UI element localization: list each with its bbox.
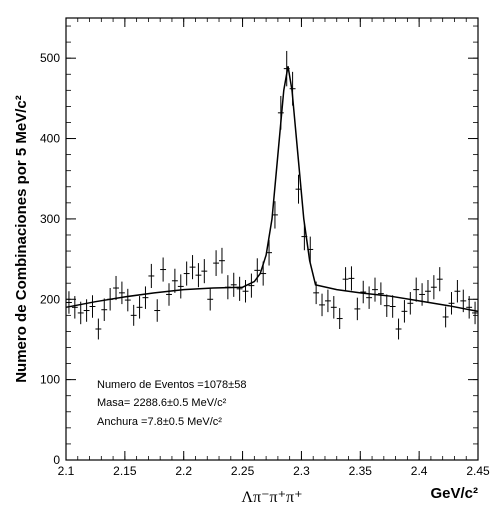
data-point (319, 293, 325, 317)
data-point (466, 296, 473, 319)
data-point (401, 300, 408, 323)
data-point (395, 318, 402, 340)
data-point (113, 275, 119, 301)
y-axis-title: Numero de Combinaciones por 5 MeV/c² (13, 95, 30, 383)
data-point (342, 267, 349, 292)
data-point (372, 277, 378, 302)
data-point (413, 277, 420, 302)
data-point (219, 247, 225, 274)
data-point (360, 280, 367, 304)
x-tick-label: 2.15 (113, 464, 137, 478)
data-point (195, 263, 202, 288)
x-tick-label: 2.4 (411, 464, 428, 478)
x-tick-label: 2.35 (349, 464, 373, 478)
data-point (136, 296, 143, 319)
x-tick-label: 2.3 (293, 464, 310, 478)
axis-ticks (65, 18, 479, 461)
axis-tick-labels: 2.1 2.15 2.2 2.25 2.3 2.35 2.4 2.45 0 100 200 300 40… (40, 51, 490, 478)
data-point (366, 286, 373, 309)
data-point (148, 263, 155, 289)
data-point (166, 283, 172, 306)
data-point (472, 301, 478, 325)
x-tick-label: 2.1 (58, 464, 75, 478)
data-point (183, 261, 190, 286)
data-point (354, 297, 361, 321)
data-point (407, 292, 414, 315)
x-axis-symbol: Λπ⁻π⁺π⁺ (241, 489, 302, 506)
data-point (124, 288, 131, 312)
data-point (389, 295, 396, 318)
data-point (118, 281, 125, 305)
x-tick-label: 2.2 (175, 464, 192, 478)
data-point (66, 291, 72, 314)
data-point (436, 267, 443, 292)
data-point (425, 279, 431, 303)
data-point (95, 318, 102, 340)
y-tick-label: 0 (53, 453, 60, 467)
plot-frame (65, 17, 479, 461)
y-tick-label: 200 (40, 292, 60, 306)
data-point (330, 296, 337, 319)
data-point (383, 294, 390, 317)
data-point (142, 286, 149, 309)
data-point (242, 279, 249, 303)
y-tick-label: 100 (40, 373, 60, 387)
y-tick-label: 400 (40, 132, 60, 146)
data-point (189, 255, 196, 280)
data-point (336, 308, 343, 330)
data-points (66, 50, 478, 340)
data-point (324, 289, 331, 313)
annotation-width: Anchura =7.8±0.5 MeV/c² (97, 416, 222, 428)
x-axis-unit: GeV/c² (430, 485, 478, 502)
data-point (160, 257, 167, 282)
data-point (71, 296, 78, 319)
x-tick-label: 2.25 (231, 464, 255, 478)
data-point (454, 279, 461, 303)
data-point (77, 301, 84, 325)
data-point (448, 292, 455, 315)
data-point (177, 274, 184, 299)
x-tick-label: 2.45 (466, 464, 490, 478)
data-point (248, 273, 255, 298)
data-point (207, 288, 214, 311)
data-point (377, 282, 384, 305)
annotation-mass: Masa= 2288.6±0.5 MeV/c² (97, 397, 227, 409)
data-point (230, 272, 237, 297)
data-point (430, 275, 437, 300)
y-tick-label: 500 (40, 51, 60, 65)
data-point (236, 276, 243, 301)
fit-curve (65, 66, 479, 313)
data-point (348, 266, 355, 291)
data-point (442, 306, 449, 328)
data-point (201, 259, 208, 284)
y-tick-label: 300 (40, 212, 60, 226)
data-point (171, 268, 178, 293)
data-point (154, 299, 161, 322)
data-point (89, 295, 96, 318)
data-point (101, 298, 108, 321)
annotation-events: Numero de Eventos =1078±58 (97, 379, 246, 391)
data-point (213, 250, 220, 276)
data-point (130, 304, 137, 326)
